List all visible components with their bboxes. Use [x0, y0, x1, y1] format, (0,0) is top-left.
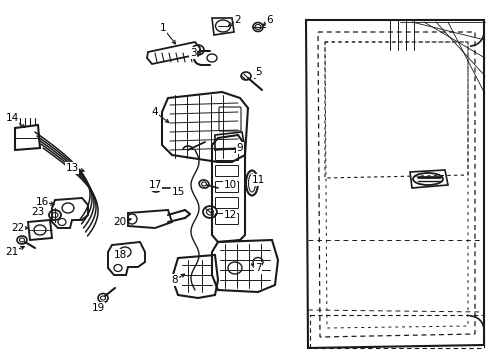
Text: 17: 17: [148, 180, 162, 190]
Text: 14: 14: [5, 113, 19, 123]
Text: 6: 6: [266, 15, 273, 25]
Text: 13: 13: [65, 163, 79, 173]
Text: 18: 18: [113, 250, 126, 260]
Text: 7: 7: [254, 263, 261, 273]
Text: 5: 5: [254, 67, 261, 77]
Text: 16: 16: [35, 197, 48, 207]
Text: 10: 10: [223, 180, 236, 190]
Text: 1: 1: [160, 23, 166, 33]
Text: 12: 12: [223, 210, 236, 220]
Text: 15: 15: [171, 187, 184, 197]
Text: 2: 2: [234, 15, 241, 25]
Text: 20: 20: [113, 217, 126, 227]
Text: 9: 9: [236, 143, 243, 153]
Text: 19: 19: [91, 303, 104, 313]
Text: 8: 8: [171, 275, 178, 285]
Text: 23: 23: [31, 207, 44, 217]
Text: 22: 22: [11, 223, 24, 233]
Text: 11: 11: [251, 175, 264, 185]
Text: 4: 4: [151, 107, 158, 117]
Text: 21: 21: [5, 247, 19, 257]
Text: 3: 3: [189, 48, 196, 58]
